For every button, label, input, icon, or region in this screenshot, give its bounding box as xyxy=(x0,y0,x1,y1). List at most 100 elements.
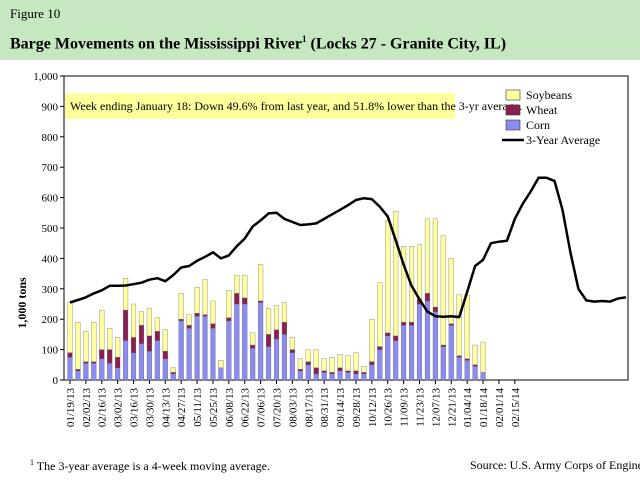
bars xyxy=(67,211,486,381)
wheat-bar xyxy=(345,370,351,373)
wheat-bar xyxy=(440,344,446,347)
wheat-bar xyxy=(456,355,462,358)
soybeans-bar xyxy=(75,322,81,370)
wheat-bar xyxy=(369,361,375,365)
wheat-bar xyxy=(385,332,391,337)
wheat-bar xyxy=(210,323,216,329)
soybeans-bar xyxy=(337,354,343,368)
soybeans-bar xyxy=(83,331,89,362)
corn-bar xyxy=(361,373,367,381)
corn-bar xyxy=(337,370,343,381)
corn-bar xyxy=(226,320,232,381)
x-tick-label: 01/19/13 xyxy=(65,388,77,428)
y-tick-label: 600 xyxy=(42,193,59,205)
x-tick-label: 11/23/13 xyxy=(414,388,426,427)
x-tick-label: 12/07/13 xyxy=(430,388,442,428)
footnote-text: The 3-year average is a 4-week moving av… xyxy=(34,459,270,473)
y-tick-label: 0 xyxy=(53,375,59,387)
figure-title-text: Barge Movements on the Mississippi River xyxy=(10,35,302,53)
soybeans-bar xyxy=(464,294,470,359)
soybeans-bar xyxy=(424,218,430,294)
soybeans-bar xyxy=(361,366,367,373)
soybeans-bar xyxy=(297,358,303,370)
soybeans-bar xyxy=(146,308,152,337)
x-tick-label: 01/18/14 xyxy=(478,388,490,428)
soybeans-bar xyxy=(289,337,295,350)
soybeans-bar xyxy=(393,211,399,337)
footnote: 1 The 3-year average is a 4-week moving … xyxy=(30,458,270,474)
wheat-bar xyxy=(202,314,208,317)
soybeans-bar xyxy=(416,244,423,300)
x-tick-label: 08/17/13 xyxy=(303,388,315,428)
wheat-bar xyxy=(115,357,121,368)
corn-bar xyxy=(345,372,351,381)
wheat-bar xyxy=(194,312,200,317)
x-tick-label: 05/25/13 xyxy=(208,388,220,428)
annotation-text: Week ending January 18: Down 49.6% from … xyxy=(70,99,522,113)
wheat-bar xyxy=(297,369,303,372)
x-tick-label: 07/20/13 xyxy=(272,388,284,428)
x-tick-label: 10/26/13 xyxy=(383,388,395,428)
y-tick-label: 800 xyxy=(42,132,59,144)
wheat-bar xyxy=(377,346,383,350)
corn-bar xyxy=(218,367,224,381)
legend-label: 3-Year Average xyxy=(526,133,600,147)
wheat-bar xyxy=(154,331,160,341)
corn-bar xyxy=(456,357,462,381)
corn-bar xyxy=(178,320,184,381)
y-tick-label: 900 xyxy=(42,101,59,113)
wheat-bar xyxy=(313,367,319,375)
wheat-bar xyxy=(107,349,113,364)
x-tick-label: 06/22/13 xyxy=(240,388,252,428)
soybeans-bar xyxy=(305,349,311,362)
corn-bar xyxy=(75,370,81,381)
corn-bar xyxy=(464,360,470,381)
soybeans-bar xyxy=(321,358,327,372)
x-tick-label: 09/28/13 xyxy=(351,388,363,428)
soybeans-bar xyxy=(130,303,137,338)
soybeans-bar xyxy=(67,302,73,353)
figure-title: Barge Movements on the Mississippi River… xyxy=(10,34,506,53)
corn-bar xyxy=(297,370,303,381)
wheat-bar xyxy=(409,322,415,326)
x-tick-label: 12/21/13 xyxy=(446,388,458,428)
x-tick-label: 04/13/13 xyxy=(160,388,172,428)
wheat-bar xyxy=(226,317,232,321)
soybeans-bar xyxy=(448,258,454,324)
soybeans-bar xyxy=(202,279,208,315)
soybeans-bar xyxy=(401,246,407,323)
annotation-box xyxy=(65,93,455,119)
wheat-bar xyxy=(353,370,359,375)
x-tick-label: 07/06/13 xyxy=(256,388,268,428)
average-line-group xyxy=(69,176,627,319)
corn-bar xyxy=(83,363,89,381)
corn-bar xyxy=(480,372,486,381)
x-tick-label: 03/30/13 xyxy=(144,388,156,428)
source-note: Source: U.S. Army Corps of Engineers xyxy=(470,458,640,472)
corn-bar xyxy=(409,325,415,381)
soybeans-bar xyxy=(369,319,375,362)
wheat-bar xyxy=(162,350,168,359)
soybeans-bar xyxy=(472,344,478,365)
soybeans-bar xyxy=(353,352,359,372)
corn-bar xyxy=(67,357,73,381)
legend-soybeans-swatch xyxy=(505,89,521,101)
y-tick-label: 300 xyxy=(42,284,59,296)
soybeans-bar xyxy=(266,308,272,335)
corn-bar xyxy=(154,340,160,381)
corn-bar xyxy=(321,372,327,381)
three-year-average-line xyxy=(69,176,627,319)
wheat-bar xyxy=(186,325,192,329)
soybeans-bar xyxy=(273,305,280,330)
corn-bar xyxy=(305,364,311,381)
x-tick-label: 06/08/13 xyxy=(224,388,236,428)
y-tick-label: 100 xyxy=(42,345,59,357)
wheat-bar xyxy=(146,335,152,352)
wheat-bar xyxy=(401,322,407,326)
wheat-bar xyxy=(424,293,430,302)
corn-bar xyxy=(393,340,399,381)
corn-bar xyxy=(273,338,280,381)
wheat-bar xyxy=(67,352,73,358)
wheat-bar xyxy=(472,364,478,367)
